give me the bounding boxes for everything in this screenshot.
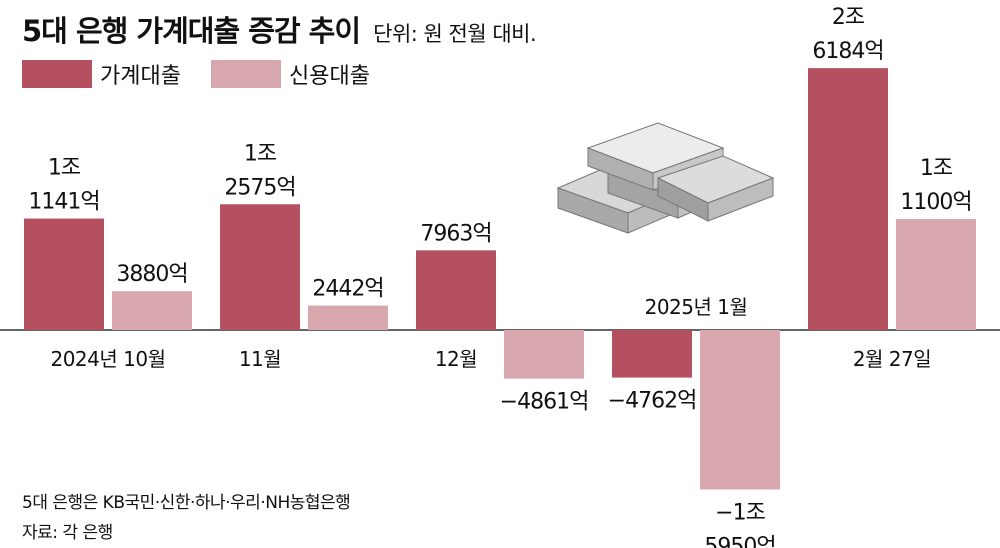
- data-label-credit-3: −1조 5950억: [704, 501, 775, 548]
- unit-note: 단위: 원 전월 대비.: [373, 22, 537, 46]
- category-label-4: 2월 27일: [853, 347, 931, 371]
- category-label-0: 2024년 10월: [50, 347, 165, 371]
- legend-label-household: 가계대출: [100, 64, 181, 89]
- legend-item-household: 가계대출: [22, 58, 181, 90]
- data-label-credit-0: 3880억: [116, 262, 187, 287]
- legend: 가계대출 신용대출: [22, 58, 400, 90]
- footnote-source: 자료: 각 은행: [22, 523, 113, 543]
- bar-credit-2: [504, 330, 584, 379]
- category-label-3: 2025년 1월: [645, 295, 748, 319]
- legend-label-credit: 신용대출: [288, 64, 370, 89]
- data-label-credit-2: −4861억: [500, 390, 589, 415]
- footnote-banks: 5대 은행은 KB국민·신한·하나·우리·NH농협은행: [22, 493, 351, 513]
- legend-item-credit: 신용대출: [210, 58, 370, 90]
- data-label-credit-1: 2442억: [312, 277, 383, 302]
- money-stack-illustration: [556, 122, 775, 234]
- data-label-credit-4: 1조 1100억: [900, 156, 971, 215]
- bar-household-1: [220, 204, 300, 330]
- legend-swatch-credit: [210, 60, 281, 88]
- data-label-household-0: 1조 1141억: [28, 156, 99, 215]
- bar-credit-1: [308, 305, 388, 330]
- chart-title: 5대 은행 가계대출 증감 추이: [22, 14, 361, 48]
- category-label-1: 11월: [239, 347, 281, 371]
- bar-household-0: [24, 218, 104, 330]
- data-label-household-3: −4762억: [608, 389, 697, 414]
- bar-household-3: [612, 330, 692, 378]
- category-label-2: 12월: [435, 347, 477, 371]
- bar-credit-3: [700, 330, 780, 490]
- bar-credit-0: [112, 291, 192, 330]
- data-label-household-1: 1조 2575억: [224, 141, 295, 200]
- data-label-household-2: 7963억: [420, 221, 491, 246]
- legend-swatch-household: [22, 60, 92, 88]
- bar-credit-4: [896, 219, 976, 330]
- bar-household-4: [808, 68, 888, 330]
- bar-household-2: [416, 250, 496, 330]
- data-label-household-4: 2조 6184억: [812, 5, 883, 64]
